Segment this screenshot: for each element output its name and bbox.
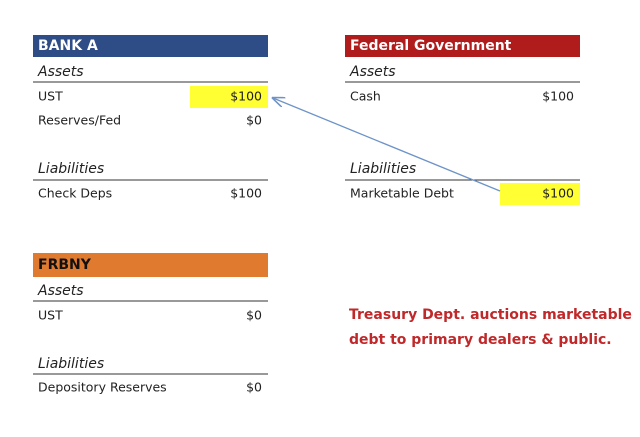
row-label: UST <box>38 89 63 104</box>
row-value: $100 <box>542 186 574 201</box>
row-value: $100 <box>542 89 574 104</box>
highlight <box>500 183 580 205</box>
note-line: debt to primary dealers & public. <box>349 332 612 348</box>
note-line: Treasury Dept. auctions marketable <box>349 307 632 323</box>
account-title: BANK A <box>38 38 98 54</box>
header-bar <box>345 35 580 57</box>
row-label: Marketable Debt <box>350 186 454 201</box>
row-value: $0 <box>246 380 262 395</box>
section-label: Assets <box>37 283 84 299</box>
section-label: Liabilities <box>38 161 104 177</box>
row-value: $100 <box>230 89 262 104</box>
section-label: Liabilities <box>350 161 416 177</box>
row-label: Depository Reserves <box>38 380 167 395</box>
row-value: $100 <box>230 186 262 201</box>
section-label: Liabilities <box>38 356 104 372</box>
account-title: Federal Government <box>350 38 512 54</box>
account-title: FRBNY <box>38 257 92 273</box>
section-label: Assets <box>37 64 84 80</box>
row-label: UST <box>38 308 63 323</box>
row-label: Cash <box>350 89 381 104</box>
highlight <box>190 86 268 108</box>
section-label: Assets <box>349 64 396 80</box>
arrow <box>273 98 501 192</box>
row-value: $0 <box>246 113 262 128</box>
row-label: Reserves/Fed <box>38 113 121 128</box>
row-label: Check Deps <box>38 186 112 201</box>
header-bar <box>33 253 268 277</box>
header-bar <box>33 35 268 57</box>
row-value: $0 <box>246 308 262 323</box>
